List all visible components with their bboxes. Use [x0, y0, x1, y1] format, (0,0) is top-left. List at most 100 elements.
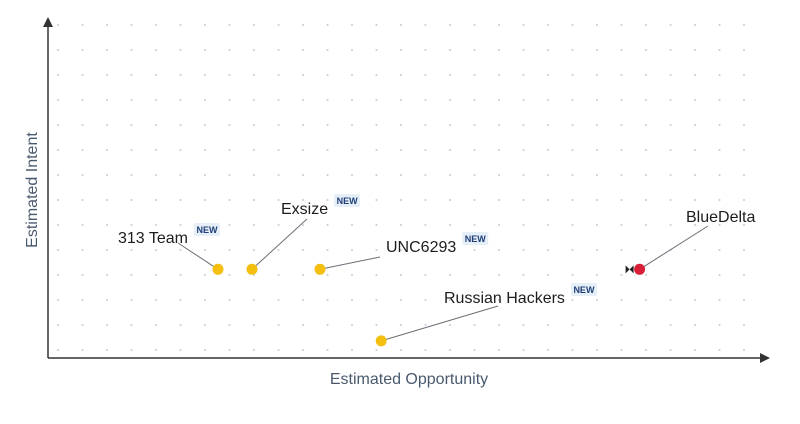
grid-dot — [497, 348, 501, 352]
grid-dot — [399, 173, 403, 177]
grid-dot — [497, 23, 501, 27]
grid-dot — [203, 348, 207, 352]
grid-dot — [571, 273, 574, 277]
point-marker[interactable] — [634, 263, 646, 275]
grid-dot — [620, 323, 623, 327]
grid-dot — [277, 348, 280, 352]
grid-dot — [669, 98, 672, 102]
grid-dot — [620, 23, 623, 27]
grid-dot — [105, 73, 109, 77]
grid-dot — [522, 273, 525, 277]
grid-dot — [277, 223, 280, 227]
grid-dot — [350, 148, 354, 152]
grid-dot — [277, 98, 280, 102]
point-marker[interactable] — [212, 263, 224, 275]
grid-dot — [742, 48, 746, 52]
grid-dot — [81, 248, 84, 252]
grid-dot — [203, 298, 207, 302]
grid-dot — [252, 348, 256, 352]
grid-dot — [228, 123, 231, 127]
data-point-bluedelta[interactable]: BlueDelta — [625, 209, 756, 275]
grid-dot — [742, 73, 746, 77]
grid-dot — [56, 48, 60, 52]
grid-dot — [644, 48, 648, 52]
grid-dot — [644, 298, 648, 302]
grid-dot — [546, 298, 550, 302]
grid-dot — [497, 198, 501, 202]
grid-dot — [350, 23, 354, 27]
grid-dot — [669, 173, 672, 177]
grid-dot — [522, 323, 525, 327]
grid-dot — [620, 148, 623, 152]
grid-dot — [154, 98, 158, 102]
grid-dot — [424, 348, 427, 352]
grid-dot — [497, 148, 501, 152]
grid-dot — [693, 23, 697, 27]
grid-dot — [620, 248, 623, 252]
data-point-russian-hackers[interactable]: Russian Hackers NEW — [375, 283, 597, 347]
grid-dot — [571, 223, 574, 227]
data-point-unc6293[interactable]: UNC6293 NEW — [314, 232, 489, 275]
grid-dot — [595, 48, 599, 52]
grid-dot — [399, 123, 403, 127]
grid-dot — [595, 348, 599, 352]
grid-dot — [718, 148, 721, 152]
grid-dot — [179, 123, 182, 127]
grid-dot — [497, 273, 501, 277]
new-badge-text: NEW — [196, 225, 218, 235]
grid-dot — [105, 198, 109, 202]
grid-dot — [644, 198, 648, 202]
grid-dot — [497, 98, 501, 102]
grid-dot — [326, 173, 329, 177]
grid-dot — [424, 98, 427, 102]
point-label: UNC6293 — [386, 239, 456, 256]
point-label: BlueDelta — [686, 209, 755, 226]
grid-dot — [693, 73, 697, 77]
grid-dot — [399, 323, 403, 327]
grid-dot — [228, 98, 231, 102]
grid-dot — [203, 123, 207, 127]
point-marker[interactable] — [314, 263, 326, 275]
grid-dot — [693, 123, 697, 127]
grid-dot — [693, 148, 697, 152]
grid-dot — [693, 48, 697, 52]
grid-dot — [105, 223, 109, 227]
grid-dot — [571, 348, 574, 352]
grid-dot — [277, 323, 280, 327]
grid-dot — [350, 348, 354, 352]
grid-dot — [277, 198, 280, 202]
grid-dot — [228, 23, 231, 27]
grid-dot — [669, 323, 672, 327]
grid-dot — [595, 98, 599, 102]
grid-dot — [154, 173, 158, 177]
point-marker[interactable] — [375, 335, 387, 347]
grid-dot — [301, 173, 305, 177]
data-point-exsize[interactable]: Exsize NEW — [246, 194, 361, 275]
grid-dot — [375, 323, 378, 327]
grid-dot — [301, 248, 305, 252]
grid-dot — [350, 298, 354, 302]
grid-dot — [179, 298, 182, 302]
grid-dot — [522, 123, 525, 127]
grid-dot — [718, 73, 721, 77]
grid-dot — [399, 148, 403, 152]
grid-dot — [448, 248, 452, 252]
grid-dot — [277, 123, 280, 127]
grid-dot — [252, 48, 256, 52]
grid-dot — [473, 273, 476, 277]
grid-dot — [473, 48, 476, 52]
grid-dot — [105, 348, 109, 352]
bowtie-right — [629, 265, 634, 274]
grid-dot — [718, 298, 721, 302]
grid-dot — [424, 173, 427, 177]
grid-dot — [742, 273, 746, 277]
grid-dot — [424, 198, 427, 202]
grid-dot — [742, 173, 746, 177]
grid-dot — [130, 23, 133, 27]
grid-dot — [130, 173, 133, 177]
data-point-313-team[interactable]: 313 Team NEW — [118, 223, 224, 275]
grid-dot — [522, 198, 525, 202]
point-marker[interactable] — [246, 263, 258, 275]
grid-dot — [448, 223, 452, 227]
grid-dot — [522, 73, 525, 77]
